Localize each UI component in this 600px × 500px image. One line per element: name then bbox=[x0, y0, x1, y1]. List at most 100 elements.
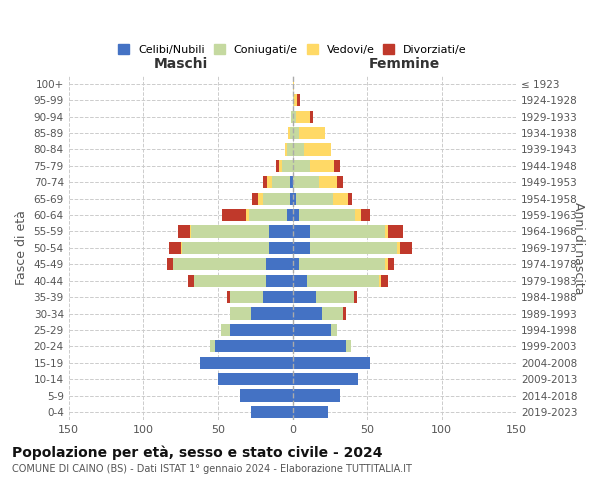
Bar bbox=[218, 373, 293, 386]
Bar bbox=[299, 209, 355, 221]
Bar bbox=[230, 308, 251, 320]
Bar bbox=[266, 258, 293, 270]
Bar bbox=[296, 110, 310, 123]
Legend: Celibi/Nubili, Coniugati/e, Vedovi/e, Divorziati/e: Celibi/Nubili, Coniugati/e, Vedovi/e, Di… bbox=[114, 40, 472, 59]
Bar bbox=[316, 291, 354, 304]
Bar bbox=[290, 176, 293, 188]
Text: Femmine: Femmine bbox=[369, 56, 440, 70]
Bar bbox=[182, 242, 269, 254]
Bar bbox=[346, 340, 351, 352]
Bar bbox=[246, 209, 249, 221]
Bar bbox=[276, 160, 279, 172]
Bar bbox=[348, 192, 352, 205]
Bar bbox=[293, 340, 346, 352]
Bar bbox=[282, 160, 293, 172]
Bar bbox=[331, 324, 337, 336]
Bar bbox=[293, 242, 310, 254]
Bar bbox=[293, 308, 322, 320]
Bar bbox=[299, 258, 385, 270]
Bar bbox=[293, 110, 296, 123]
Bar bbox=[269, 242, 293, 254]
Bar bbox=[258, 192, 263, 205]
Bar bbox=[293, 144, 304, 156]
Bar bbox=[293, 406, 328, 418]
Bar bbox=[279, 160, 282, 172]
Bar bbox=[291, 110, 293, 123]
Bar bbox=[290, 127, 293, 139]
Bar bbox=[333, 192, 348, 205]
Bar bbox=[385, 226, 388, 237]
Bar bbox=[293, 209, 299, 221]
Bar bbox=[354, 291, 357, 304]
Bar bbox=[337, 176, 343, 188]
Bar bbox=[223, 209, 246, 221]
Bar bbox=[319, 176, 337, 188]
Bar bbox=[194, 274, 266, 287]
Bar bbox=[397, 242, 400, 254]
Bar bbox=[400, 242, 412, 254]
Bar bbox=[241, 390, 293, 402]
Text: Maschi: Maschi bbox=[154, 56, 208, 70]
Bar bbox=[293, 390, 340, 402]
Bar bbox=[343, 308, 346, 320]
Bar bbox=[293, 78, 294, 90]
Bar bbox=[293, 373, 358, 386]
Bar bbox=[263, 176, 267, 188]
Text: COMUNE DI CAINO (BS) - Dati ISTAT 1° gennaio 2024 - Elaborazione TUTTITALIA.IT: COMUNE DI CAINO (BS) - Dati ISTAT 1° gen… bbox=[12, 464, 412, 474]
Bar bbox=[167, 258, 173, 270]
Bar bbox=[299, 127, 325, 139]
Bar bbox=[385, 258, 388, 270]
Bar bbox=[293, 226, 310, 237]
Bar bbox=[388, 258, 394, 270]
Bar bbox=[178, 226, 190, 237]
Bar bbox=[200, 356, 293, 369]
Bar bbox=[287, 209, 293, 221]
Bar bbox=[293, 160, 310, 172]
Bar bbox=[211, 340, 215, 352]
Bar bbox=[380, 274, 388, 287]
Bar bbox=[287, 144, 293, 156]
Bar bbox=[310, 226, 385, 237]
Bar bbox=[293, 127, 299, 139]
Bar bbox=[296, 192, 333, 205]
Bar bbox=[252, 192, 258, 205]
Bar bbox=[169, 242, 181, 254]
Bar bbox=[288, 127, 290, 139]
Bar bbox=[263, 192, 290, 205]
Bar bbox=[379, 274, 380, 287]
Bar bbox=[293, 192, 296, 205]
Bar bbox=[290, 192, 293, 205]
Bar bbox=[266, 274, 293, 287]
Bar bbox=[388, 226, 403, 237]
Bar bbox=[297, 94, 300, 106]
Bar bbox=[293, 258, 299, 270]
Text: Popolazione per età, sesso e stato civile - 2024: Popolazione per età, sesso e stato civil… bbox=[12, 446, 383, 460]
Bar bbox=[188, 274, 194, 287]
Bar bbox=[215, 340, 293, 352]
Y-axis label: Fasce di età: Fasce di età bbox=[15, 210, 28, 286]
Bar bbox=[310, 242, 397, 254]
Bar bbox=[293, 324, 331, 336]
Bar bbox=[293, 94, 294, 106]
Bar bbox=[191, 226, 269, 237]
Bar bbox=[361, 209, 370, 221]
Y-axis label: Anni di nascita: Anni di nascita bbox=[572, 202, 585, 294]
Bar bbox=[230, 291, 263, 304]
Bar bbox=[267, 176, 272, 188]
Bar bbox=[294, 94, 297, 106]
Bar bbox=[285, 144, 287, 156]
Bar bbox=[293, 274, 307, 287]
Bar bbox=[334, 160, 340, 172]
Bar bbox=[293, 176, 319, 188]
Bar bbox=[263, 291, 293, 304]
Bar bbox=[293, 356, 370, 369]
Bar bbox=[251, 308, 293, 320]
Bar bbox=[269, 226, 293, 237]
Bar bbox=[251, 406, 293, 418]
Bar bbox=[322, 308, 343, 320]
Bar bbox=[307, 274, 379, 287]
Bar bbox=[173, 258, 266, 270]
Bar bbox=[190, 226, 191, 237]
Bar bbox=[310, 160, 334, 172]
Bar bbox=[355, 209, 361, 221]
